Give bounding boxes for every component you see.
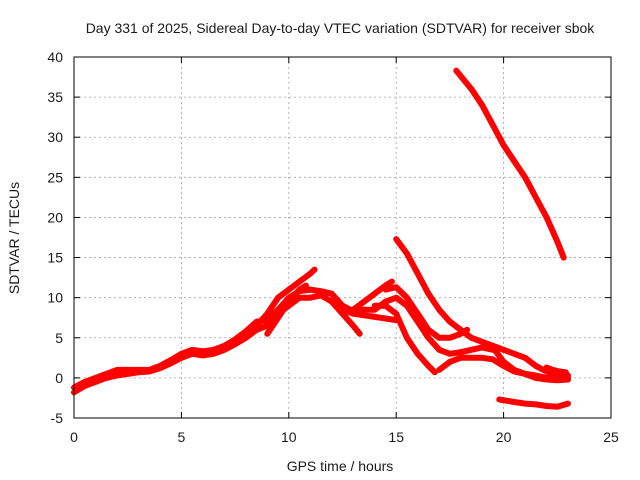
- series-trace-13: [496, 396, 571, 410]
- y-tick-label-15: 15: [47, 250, 63, 266]
- x-tick-label-0: 0: [70, 429, 78, 445]
- series-trace-6: [350, 278, 395, 313]
- series-trace-9: [393, 236, 571, 381]
- x-tick-label-5: 5: [178, 429, 186, 445]
- series-trace-3: [242, 266, 318, 337]
- y-tick-label-35: 35: [47, 89, 63, 105]
- series-trace-2: [71, 286, 496, 391]
- series-trace-14: [453, 67, 567, 261]
- series-trace-12: [543, 364, 569, 376]
- y-axis-label: SDTVAR / TECUs: [6, 182, 22, 294]
- series-trace-8: [371, 302, 438, 376]
- data-series: [71, 67, 571, 410]
- y-tick-label-25: 25: [47, 169, 63, 185]
- series-trace-5: [328, 298, 363, 337]
- x-tick-label-15: 15: [388, 429, 404, 445]
- y-tick-label-30: 30: [47, 129, 63, 145]
- x-axis-label: GPS time / hours: [287, 458, 394, 474]
- series-trace-4: [264, 282, 309, 337]
- series-trace-11: [489, 344, 571, 384]
- plot-frame: [73, 56, 612, 419]
- axis-ticks: [73, 56, 612, 419]
- y-tick-label-0: 0: [55, 370, 63, 386]
- y-tick-label--5: -5: [51, 410, 64, 426]
- series-trace-7: [382, 284, 471, 341]
- x-tick-label-20: 20: [496, 429, 512, 445]
- y-tick-label-20: 20: [47, 209, 63, 225]
- y-tick-label-5: 5: [55, 330, 63, 346]
- x-tick-label-25: 25: [603, 429, 619, 445]
- x-tick-label-10: 10: [281, 429, 297, 445]
- y-tick-label-40: 40: [47, 49, 63, 65]
- y-tick-label-10: 10: [47, 290, 63, 306]
- chart-title: Day 331 of 2025, Sidereal Day-to-day VTE…: [86, 20, 596, 36]
- tick-labels: 0 5 10 15 20 25 -5 0 5 10 15 20 25 30 35 40: [47, 49, 619, 445]
